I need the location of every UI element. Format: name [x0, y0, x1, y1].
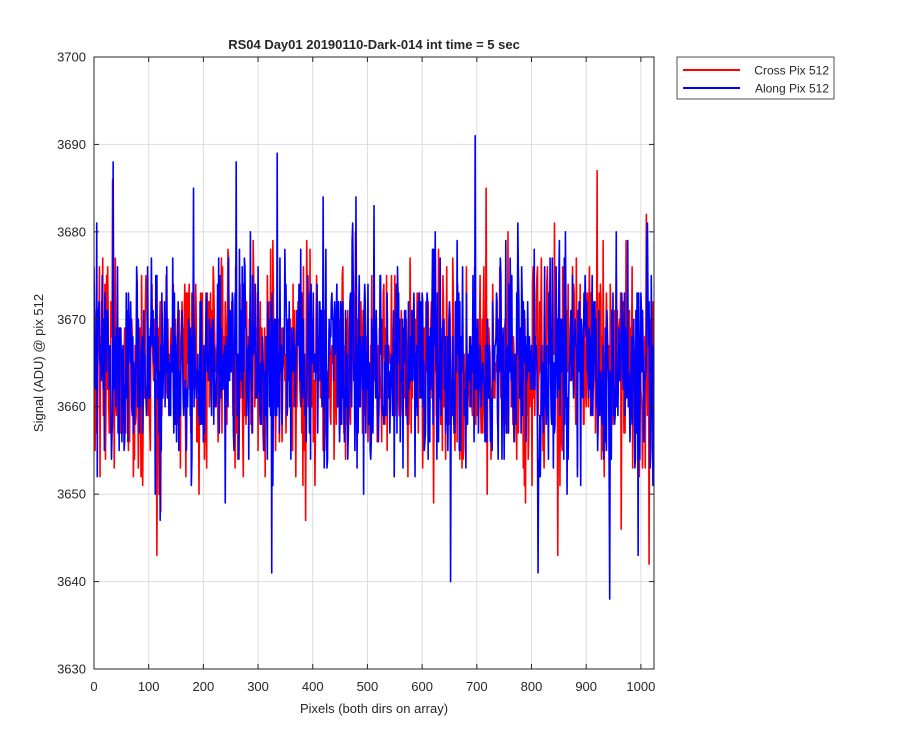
y-tick-label: 3640: [57, 574, 86, 589]
x-tick-label: 300: [247, 679, 269, 694]
y-tick-label: 3660: [57, 399, 86, 414]
y-tick-label: 3670: [57, 312, 86, 327]
y-tick-label: 3650: [57, 487, 86, 502]
legend-label-cross-pix: Cross Pix 512: [754, 64, 829, 78]
legend[interactable]: Cross Pix 512 Along Pix 512: [676, 56, 835, 100]
legend-label-along-pix: Along Pix 512: [755, 82, 829, 96]
x-axis-label: Pixels (both dirs on array): [300, 701, 448, 716]
x-tick-label: 400: [302, 679, 324, 694]
x-tick-label: 200: [193, 679, 215, 694]
y-tick-label: 3690: [57, 137, 86, 152]
x-tick-label: 900: [575, 679, 597, 694]
x-tick-label: 600: [411, 679, 433, 694]
y-tick-label: 3630: [57, 662, 86, 677]
series-line-along-pix: [94, 134, 654, 600]
series-layer: [94, 134, 654, 600]
chart-title: RS04 Day01 20190110-Dark-014 int time = …: [228, 37, 520, 52]
legend-box: [676, 56, 835, 100]
x-tick-label: 500: [357, 679, 379, 694]
tick-layer: 0 100 200 300 400 500 600 700 800 900 1000 3630 3640…: [57, 50, 655, 695]
y-axis-label: Signal (ADU) @ pix 512: [31, 294, 46, 432]
x-tick-label: 800: [521, 679, 543, 694]
y-tick-label: 3680: [57, 224, 86, 239]
y-tick-label: 3700: [57, 50, 86, 65]
axes-box: [93, 56, 655, 670]
x-tick-label: 700: [466, 679, 488, 694]
x-tick-label: 100: [138, 679, 160, 694]
x-tick-label: 0: [90, 679, 97, 694]
x-tick-label: 1000: [626, 679, 655, 694]
